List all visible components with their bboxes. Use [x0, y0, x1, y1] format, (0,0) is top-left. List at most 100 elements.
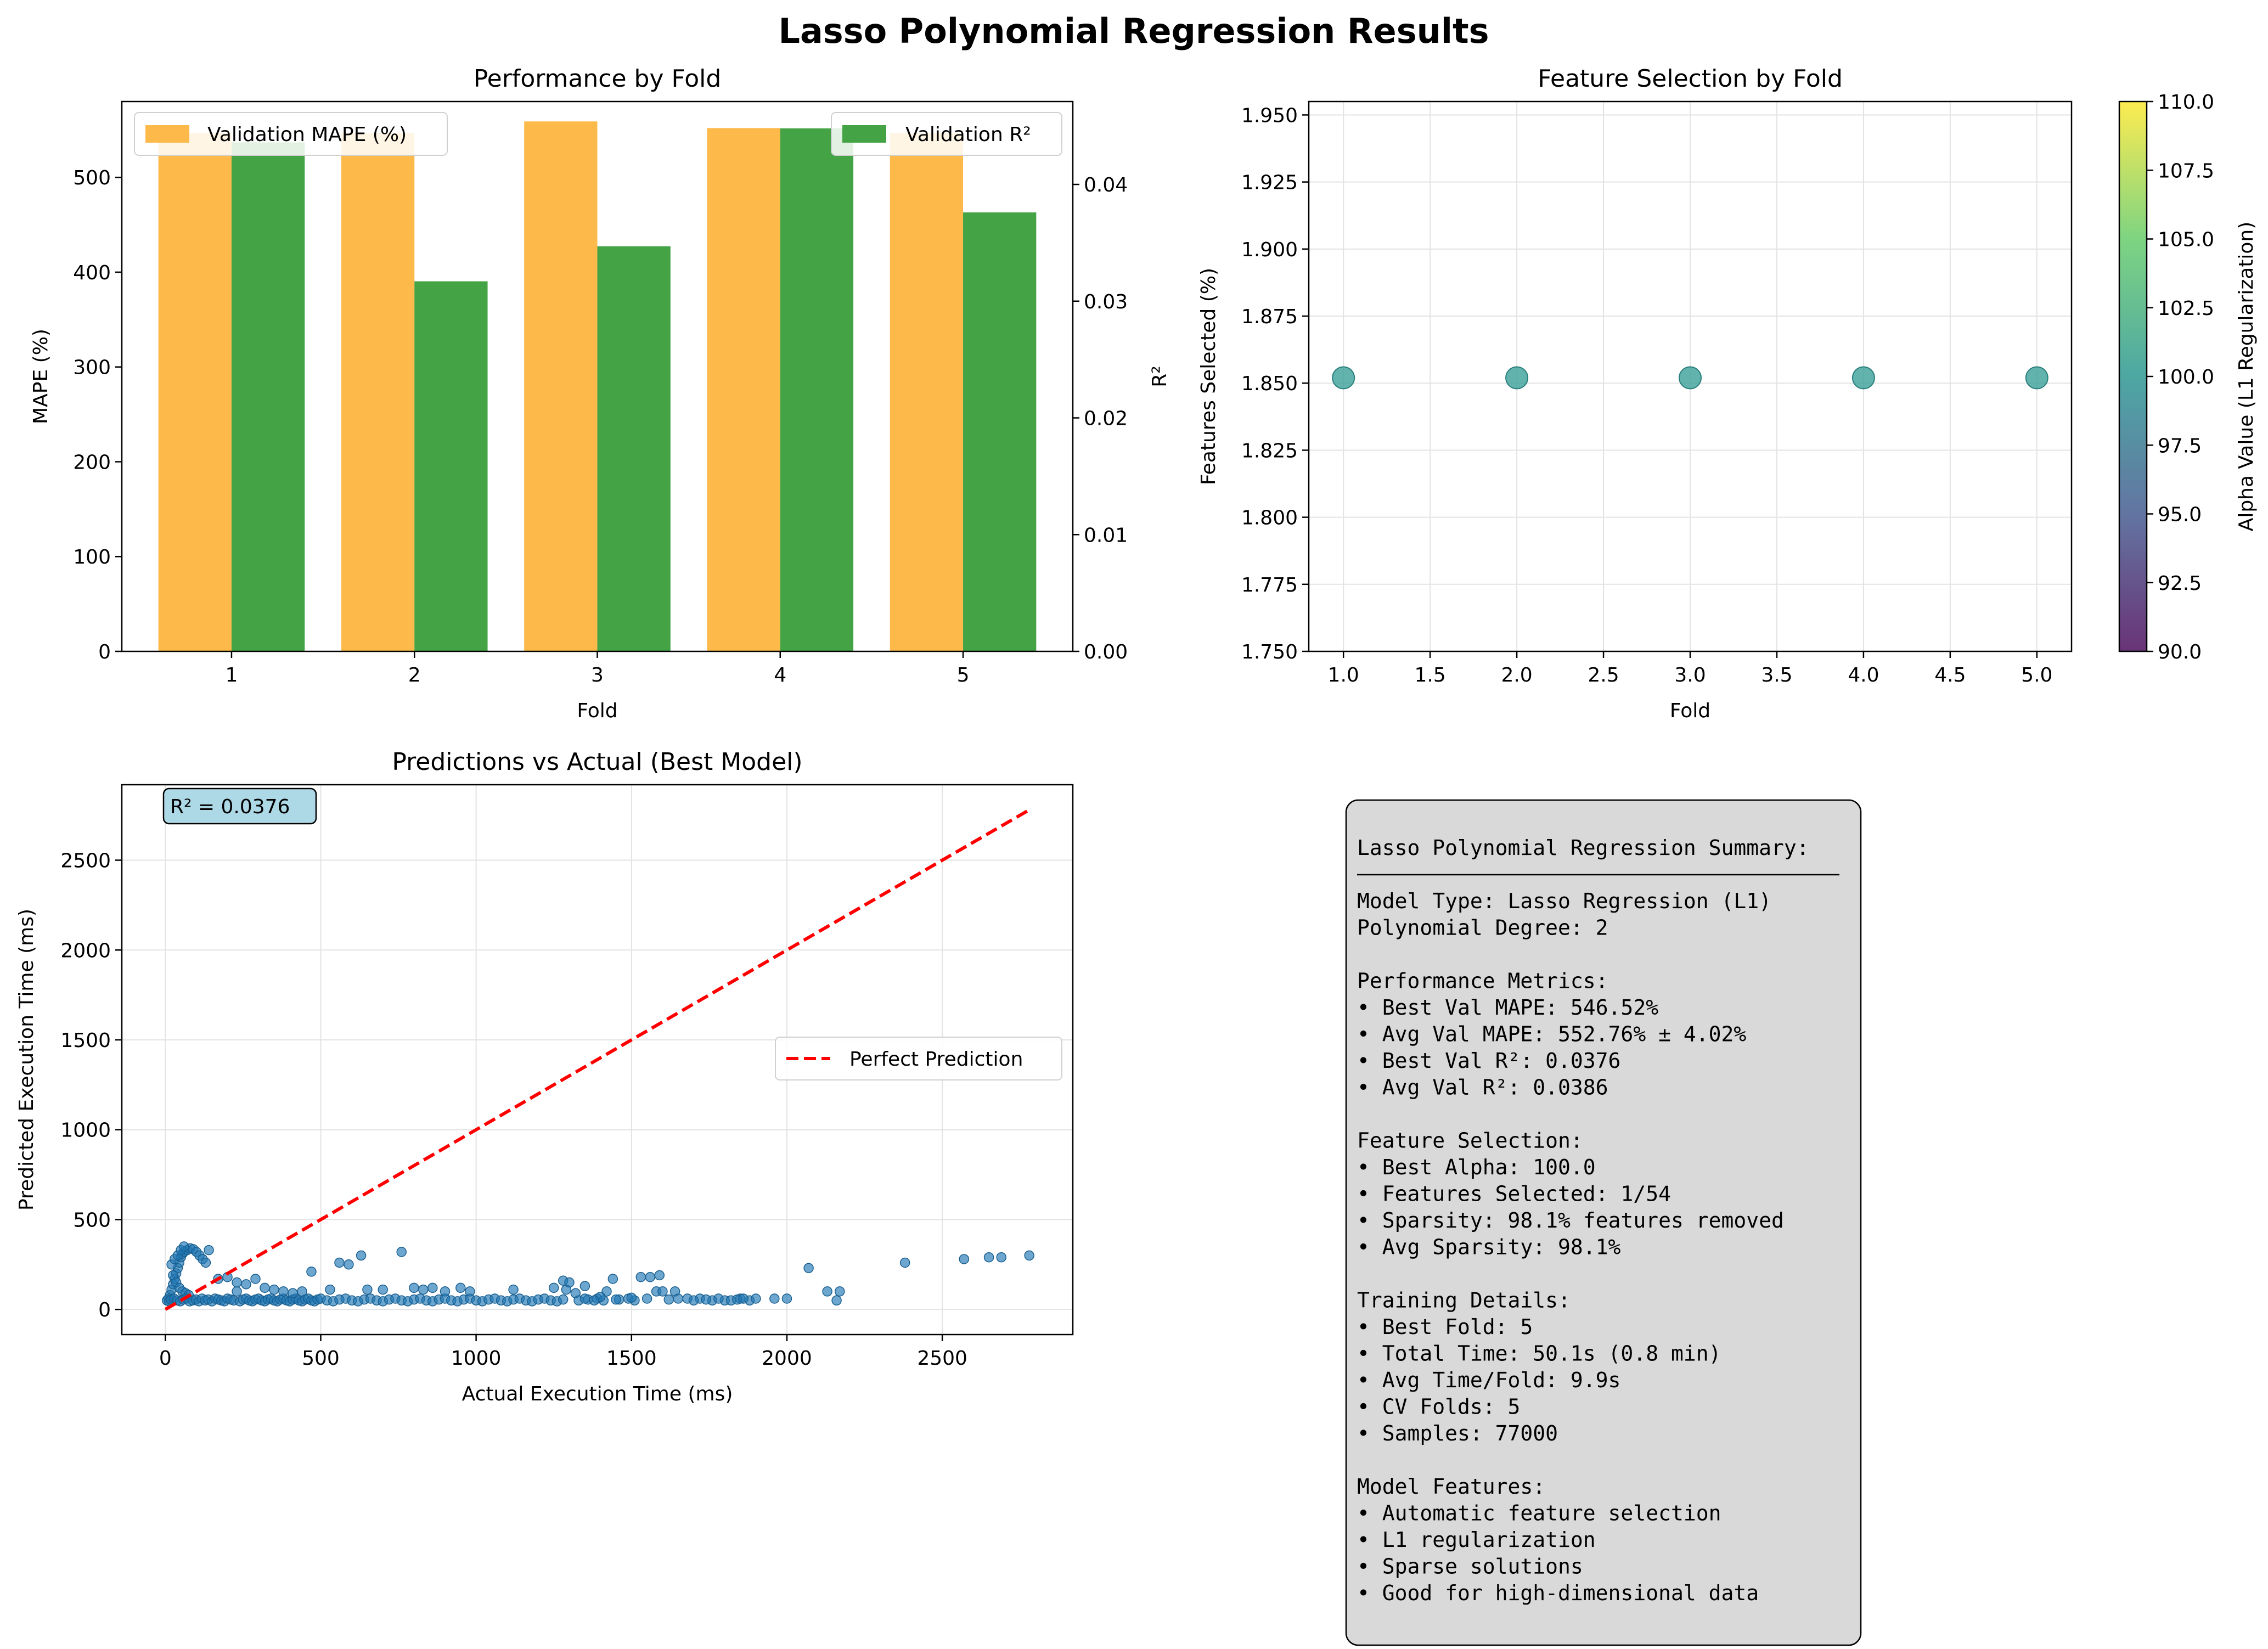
- y-tick-label: 1.775: [1241, 574, 1298, 596]
- y-tick-label: 0: [98, 1299, 111, 1321]
- prediction-point: [983, 1252, 994, 1263]
- prediction-point: [427, 1282, 438, 1293]
- performance-by-fold-chart: 1 2 3 4 5 0 100 200 300 400 500 0.00 0.01 0.02 0.03 0.0…: [30, 65, 1171, 722]
- bar-r2: [231, 142, 305, 651]
- y-tick-label: 1.900: [1241, 239, 1298, 261]
- y-tick-label-right: 0.03: [1084, 291, 1128, 313]
- colorbar-tick-label: 110.0: [2158, 91, 2214, 114]
- summary-line: • Best Val R²: 0.0376: [1357, 1049, 1620, 1073]
- legend: [775, 1037, 1062, 1080]
- prediction-point: [200, 1257, 211, 1268]
- prediction-point: [803, 1263, 814, 1274]
- y-tick-label-left: 500: [73, 167, 111, 189]
- prediction-point: [654, 1270, 665, 1281]
- summary-line: • Best Alpha: 100.0: [1357, 1155, 1596, 1179]
- summary-line: • Features Selected: 1/54: [1357, 1182, 1671, 1206]
- summary-line: • Samples: 77000: [1357, 1421, 1558, 1445]
- y-tick-label: 500: [73, 1209, 111, 1231]
- x-tick-label: 3.5: [1761, 664, 1792, 686]
- colorbar: [2118, 100, 2148, 652]
- y-tick-label-right: 0.01: [1084, 524, 1128, 547]
- prediction-point: [899, 1257, 910, 1268]
- x-tick-label: 4: [774, 664, 786, 686]
- prediction-point: [465, 1286, 475, 1297]
- prediction-point: [396, 1247, 407, 1257]
- summary-line: • Good for high-dimensional data: [1357, 1581, 1759, 1605]
- summary-line: • Sparse solutions: [1357, 1555, 1583, 1579]
- x-tick-label: 5.0: [2021, 664, 2052, 686]
- colorbar-tick-label: 107.5: [2158, 160, 2214, 182]
- y-tick-label: 1.925: [1241, 172, 1298, 194]
- y-tick-label: 1000: [60, 1119, 111, 1142]
- legend-label: Validation MAPE (%): [207, 123, 407, 146]
- summary-line: • Avg Val R²: 0.0386: [1357, 1076, 1608, 1100]
- prediction-point: [334, 1257, 345, 1268]
- colorbar-tick-label: 102.5: [2158, 297, 2214, 320]
- prediction-point: [288, 1288, 298, 1298]
- x-tick-label: 1.5: [1415, 664, 1446, 686]
- y-tick-label: 1.950: [1241, 104, 1298, 127]
- summary-line: • Best Val MAPE: 546.52%: [1357, 995, 1658, 1020]
- bar-mape: [341, 133, 415, 651]
- prediction-point: [558, 1294, 569, 1305]
- chart-title: Predictions vs Actual (Best Model): [392, 748, 802, 776]
- feature-selection-chart: 1.0 1.5 2.0 2.5 3.0 3.5 4.0 4.5 5.0 1.750 1.775 1.8…: [1197, 65, 2258, 722]
- prediction-point: [713, 1293, 724, 1304]
- prediction-point: [959, 1254, 970, 1264]
- prediction-point: [548, 1282, 559, 1293]
- bar-r2: [597, 246, 671, 652]
- y-tick-label-right: 0.02: [1084, 408, 1128, 430]
- prediction-point: [325, 1284, 335, 1295]
- x-tick-label: 3: [591, 664, 604, 686]
- summary-line: Performance Metrics:: [1357, 969, 1608, 993]
- x-tick-label: 3.0: [1674, 664, 1706, 686]
- summary-line: Model Features:: [1357, 1474, 1545, 1499]
- prediction-point: [641, 1293, 652, 1304]
- prediction-point: [260, 1282, 270, 1293]
- summary-line: • Total Time: 50.1s (0.8 min): [1357, 1342, 1721, 1366]
- legend-left: [134, 112, 448, 156]
- summary-panel: [1345, 799, 1862, 1646]
- prediction-point: [701, 1294, 711, 1305]
- prediction-point: [781, 1293, 792, 1304]
- prediction-point: [607, 1274, 618, 1284]
- bar-mape: [158, 133, 232, 651]
- prediction-point: [673, 1293, 683, 1304]
- prediction-point: [418, 1284, 429, 1295]
- summary-line: Model Type: Lasso Regression (L1): [1357, 889, 1771, 913]
- plot-frame: [1308, 100, 2073, 652]
- fold-point: [1851, 366, 1875, 390]
- y-tick-label: 1.800: [1241, 507, 1298, 530]
- colorbar-tick-label: 100.0: [2158, 366, 2214, 389]
- prediction-point: [378, 1284, 388, 1295]
- summary-line: • Best Fold: 5: [1357, 1315, 1533, 1339]
- prediction-point: [455, 1282, 466, 1293]
- prediction-point: [204, 1245, 214, 1256]
- fold-point: [1505, 366, 1529, 390]
- x-tick-label: 2: [408, 664, 421, 686]
- y-tick-label: 1500: [60, 1029, 111, 1052]
- r2-annotation: R² = 0.0376: [170, 796, 290, 818]
- y-tick-label: 1.750: [1241, 641, 1298, 663]
- fold-point: [1332, 366, 1355, 390]
- prediction-point: [645, 1271, 656, 1282]
- summary-line: • Automatic feature selection: [1357, 1501, 1721, 1526]
- prediction-point: [356, 1250, 367, 1261]
- x-tick-label: 2.0: [1501, 664, 1532, 686]
- y-tick-label-right: 0.00: [1084, 641, 1128, 663]
- x-tick-label: 1: [226, 664, 238, 686]
- plot-frame: [121, 784, 1074, 1336]
- y-tick-label-left: 100: [73, 546, 111, 569]
- y-tick-label-left: 400: [73, 262, 111, 284]
- prediction-point: [362, 1284, 373, 1295]
- prediction-point: [657, 1286, 668, 1297]
- summary-line: Polynomial Degree: 2: [1357, 916, 1608, 940]
- prediction-point: [278, 1286, 289, 1297]
- prediction-point: [297, 1286, 307, 1297]
- summary-line: • CV Folds: 5: [1357, 1395, 1520, 1419]
- prediction-point: [409, 1282, 419, 1293]
- x-tick-label: 1000: [451, 1347, 502, 1370]
- r2-annotation-box: [162, 787, 317, 825]
- chart-title: Feature Selection by Fold: [1538, 65, 1843, 93]
